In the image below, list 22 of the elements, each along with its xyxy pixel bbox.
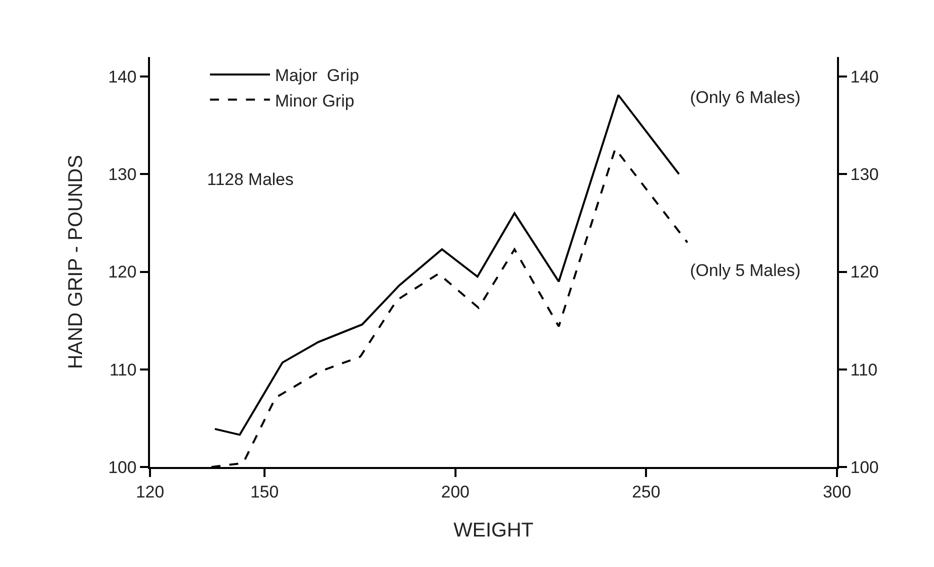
y2-tick-label: 100 — [850, 458, 879, 477]
x-tick-label: 300 — [822, 482, 852, 502]
legend-label: Minor Grip — [274, 91, 354, 110]
x-tick-label: 120 — [136, 482, 164, 502]
y-tick-label: 140 — [108, 67, 137, 86]
annotation: (Only 6 Males) — [690, 88, 801, 107]
x-tick-label: 250 — [632, 482, 660, 502]
y-tick-label: 130 — [108, 165, 137, 184]
y2-tick-label: 140 — [850, 67, 879, 86]
y2-tick-label: 120 — [850, 262, 879, 282]
legend-label: Major Grip — [274, 66, 360, 86]
annotation: (Only 5 Males) — [690, 261, 801, 280]
y-tick-label: 120 — [108, 262, 137, 282]
y-tick-label: 110 — [109, 360, 137, 380]
x-axis-title: WEIGHT — [454, 519, 534, 542]
x-tick-label: 150 — [250, 482, 279, 502]
y-axis-title: HAND GRIP - POUNDS — [65, 154, 88, 370]
x-tick-label: 200 — [441, 482, 470, 502]
y2-tick-label: 110 — [850, 360, 878, 380]
y2-tick-label: 130 — [850, 165, 879, 184]
y-tick-label: 100 — [108, 458, 137, 477]
annotation: 1128 Males — [207, 170, 294, 189]
